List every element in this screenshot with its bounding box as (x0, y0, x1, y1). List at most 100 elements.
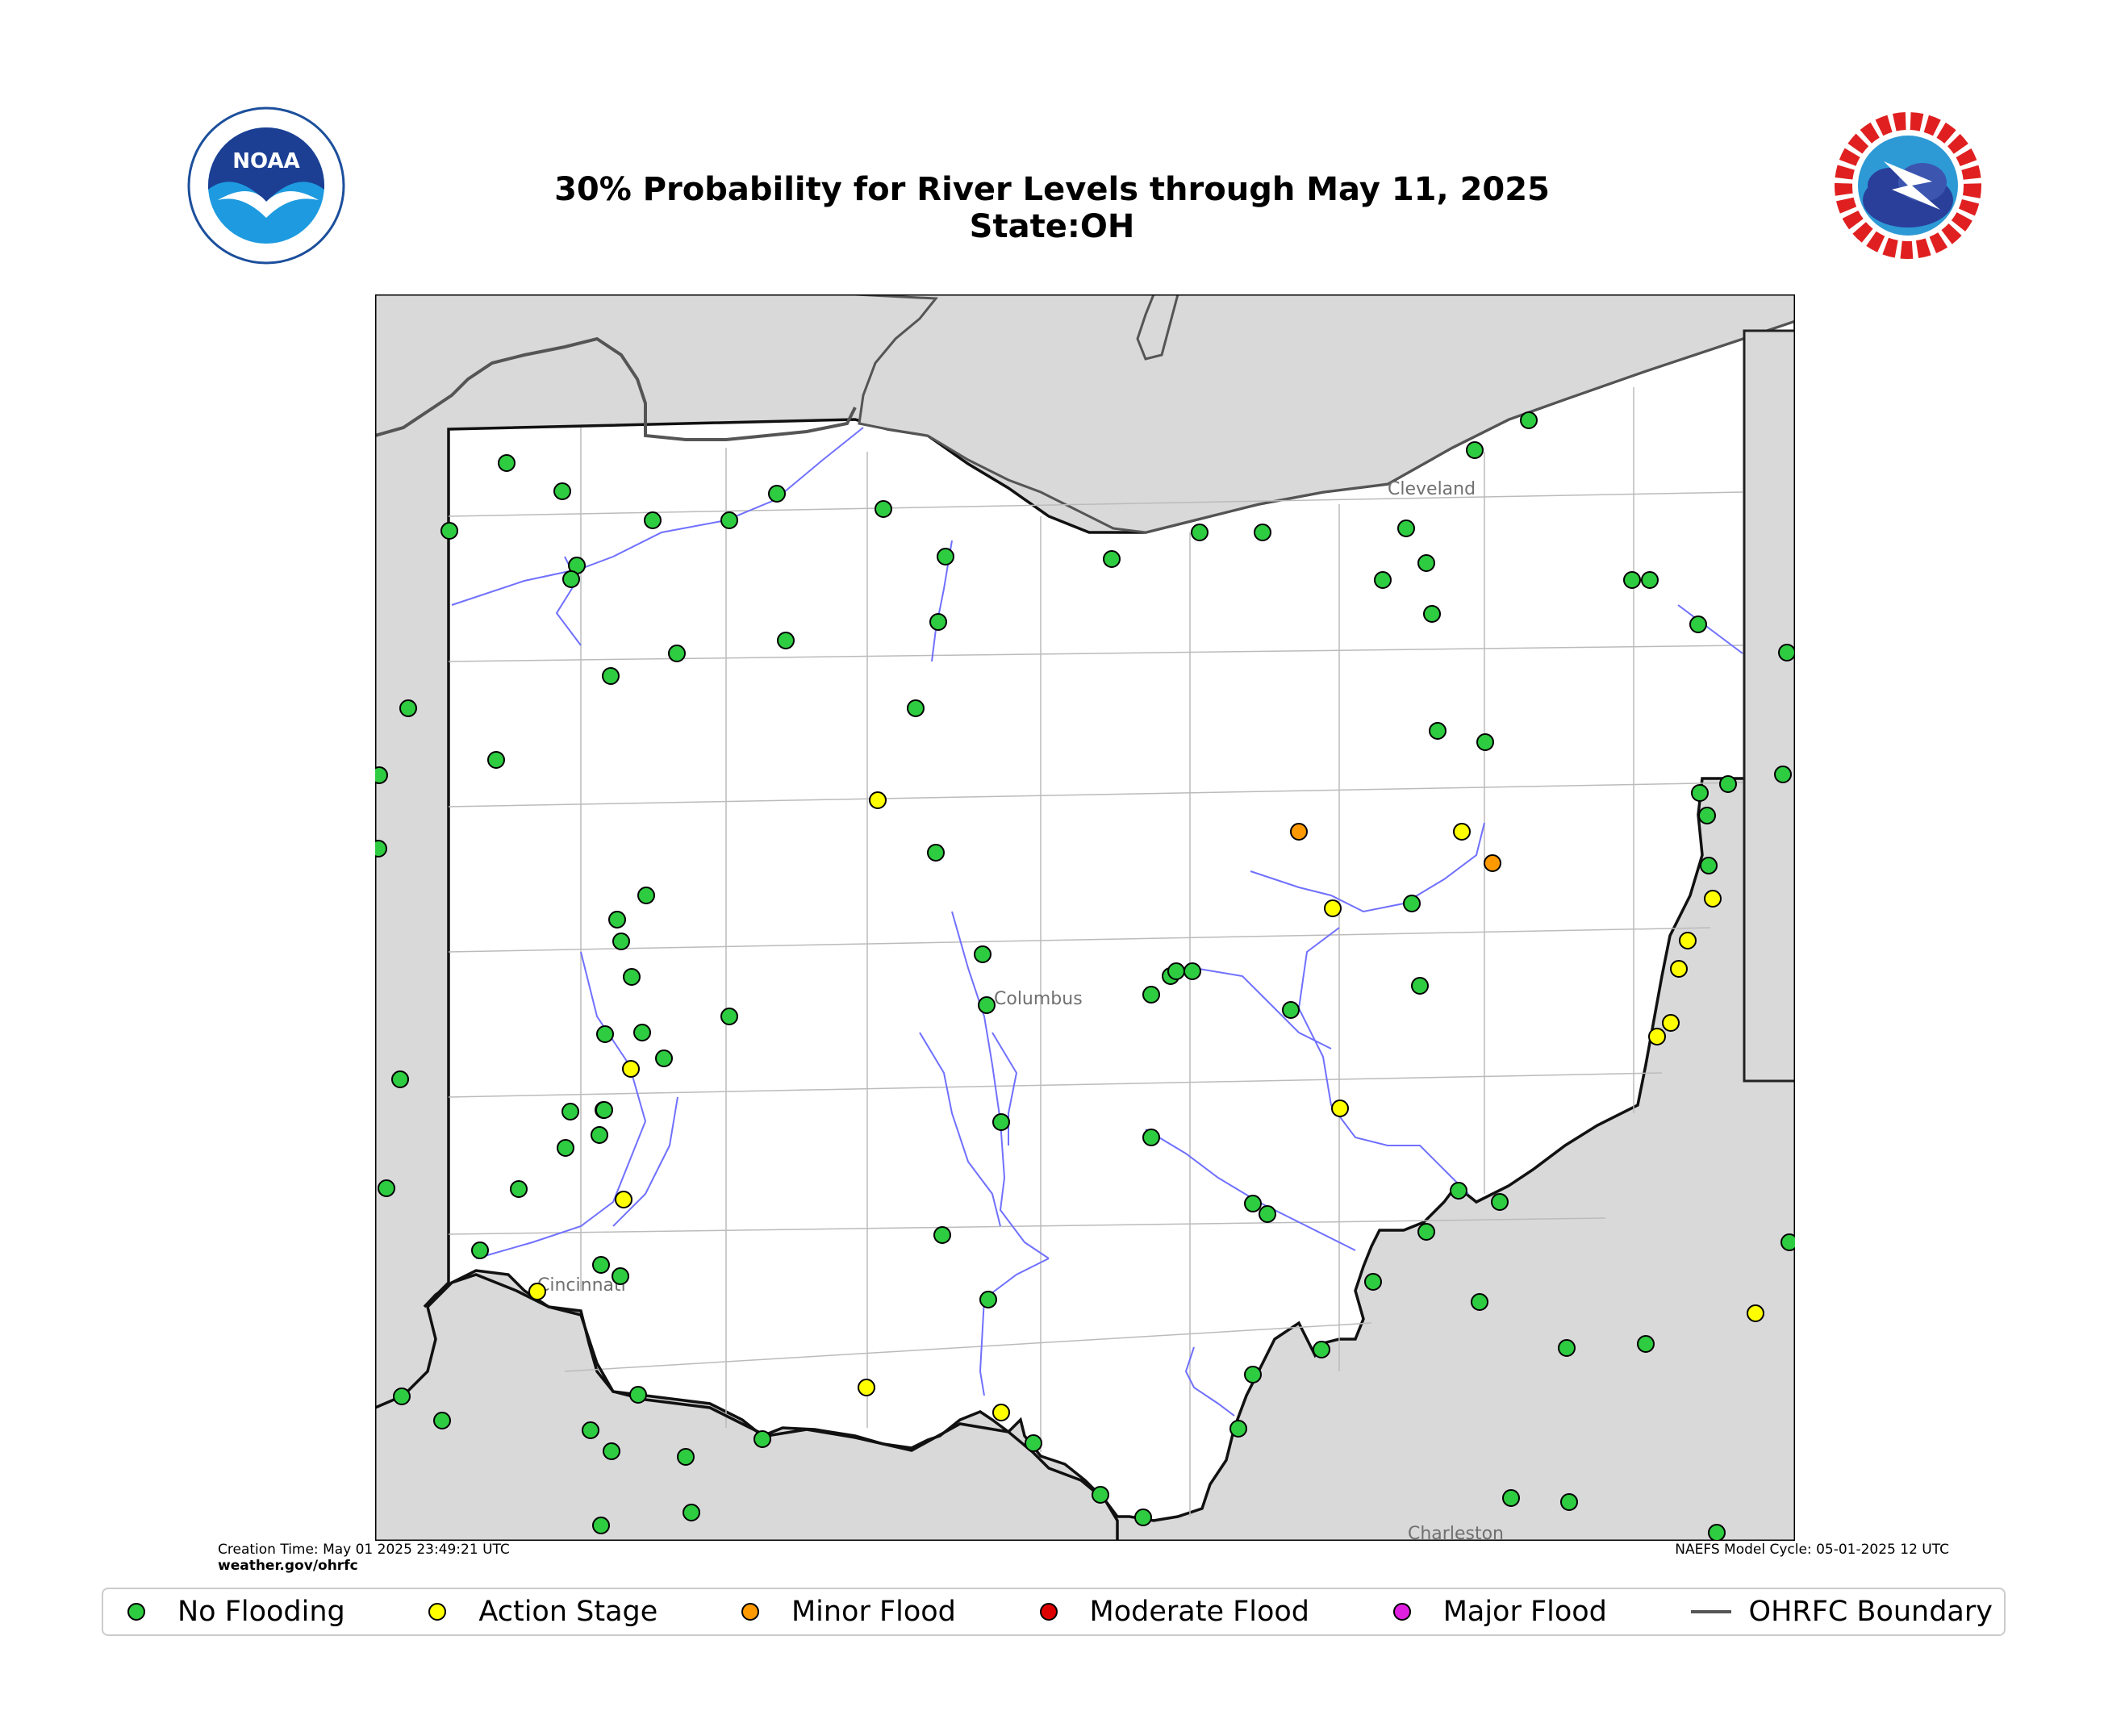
gauge-marker-no-flooding[interactable] (754, 1430, 771, 1448)
gauge-marker-action-stage[interactable] (622, 1060, 640, 1078)
gauge-marker-no-flooding[interactable] (471, 1241, 489, 1259)
gauge-marker-action-stage[interactable] (1648, 1028, 1666, 1045)
gauge-marker-no-flooding[interactable] (592, 1256, 610, 1274)
gauge-marker-no-flooding[interactable] (1403, 895, 1421, 912)
gauge-marker-no-flooding[interactable] (1092, 1486, 1109, 1504)
gauge-marker-no-flooding[interactable] (1025, 1434, 1042, 1452)
gauge-marker-action-stage[interactable] (1747, 1304, 1764, 1322)
gauge-marker-no-flooding[interactable] (595, 1101, 613, 1119)
gauge-marker-no-flooding[interactable] (1397, 520, 1415, 537)
gauge-marker-no-flooding[interactable] (683, 1504, 700, 1521)
gauge-marker-no-flooding[interactable] (592, 1517, 610, 1534)
gauge-marker-action-stage[interactable] (858, 1379, 875, 1396)
gauge-marker-no-flooding[interactable] (582, 1421, 599, 1439)
gauge-marker-no-flooding[interactable] (979, 1291, 997, 1308)
gauge-marker-no-flooding[interactable] (1103, 550, 1121, 568)
gauge-marker-no-flooding[interactable] (433, 1412, 451, 1429)
gauge-marker-no-flooding[interactable] (1229, 1420, 1247, 1438)
gauge-marker-no-flooding[interactable] (777, 632, 795, 649)
gauge-marker-no-flooding[interactable] (668, 645, 686, 662)
gauge-marker-no-flooding[interactable] (1691, 784, 1709, 802)
gauge-marker-no-flooding[interactable] (371, 766, 388, 784)
gauge-marker-no-flooding[interactable] (1244, 1195, 1262, 1212)
gauge-marker-no-flooding[interactable] (1471, 1293, 1488, 1311)
gauge-marker-action-stage[interactable] (1679, 932, 1697, 949)
gauge-marker-no-flooding[interactable] (393, 1388, 411, 1405)
gauge-marker-no-flooding[interactable] (927, 844, 945, 862)
gauge-marker-no-flooding[interactable] (1364, 1273, 1382, 1291)
gauge-marker-no-flooding[interactable] (907, 699, 925, 717)
gauge-marker-no-flooding[interactable] (677, 1448, 695, 1466)
gauge-marker-no-flooding[interactable] (937, 548, 954, 565)
gauge-marker-no-flooding[interactable] (1142, 986, 1160, 1004)
gauge-marker-no-flooding[interactable] (1476, 733, 1494, 751)
gauge-marker-no-flooding[interactable] (562, 570, 580, 588)
gauge-marker-no-flooding[interactable] (1244, 1366, 1262, 1383)
gauge-marker-no-flooding[interactable] (929, 613, 947, 631)
gauge-marker-no-flooding[interactable] (1167, 962, 1185, 980)
gauge-marker-no-flooding[interactable] (1313, 1341, 1330, 1358)
gauge-marker-no-flooding[interactable] (1520, 411, 1538, 429)
gauge-marker-no-flooding[interactable] (596, 1025, 614, 1043)
gauge-marker-action-stage[interactable] (1331, 1100, 1349, 1117)
gauge-marker-no-flooding[interactable] (1411, 977, 1429, 995)
gauge-marker-no-flooding[interactable] (487, 751, 505, 769)
gauge-marker-no-flooding[interactable] (1423, 605, 1441, 623)
gauge-marker-no-flooding[interactable] (440, 522, 458, 540)
gauge-marker-no-flooding[interactable] (629, 1386, 647, 1404)
gauge-marker-no-flooding[interactable] (602, 667, 620, 685)
gauge-marker-no-flooding[interactable] (637, 887, 655, 904)
gauge-marker-no-flooding[interactable] (1282, 1001, 1300, 1019)
gauge-marker-no-flooding[interactable] (1641, 571, 1659, 589)
gauge-marker-no-flooding[interactable] (974, 945, 991, 963)
gauge-marker-no-flooding[interactable] (978, 996, 996, 1014)
gauge-marker-no-flooding[interactable] (553, 482, 571, 500)
gauge-marker-no-flooding[interactable] (378, 1179, 395, 1197)
gauge-marker-no-flooding[interactable] (1254, 524, 1271, 541)
gauge-marker-no-flooding[interactable] (1417, 1223, 1435, 1241)
gauge-marker-action-stage[interactable] (869, 791, 887, 809)
gauge-marker-no-flooding[interactable] (623, 968, 641, 986)
gauge-marker-no-flooding[interactable] (561, 1103, 579, 1120)
gauge-marker-no-flooding[interactable] (1637, 1335, 1655, 1353)
gauge-marker-no-flooding[interactable] (1191, 524, 1209, 541)
gauge-marker-no-flooding[interactable] (933, 1226, 951, 1244)
gauge-marker-minor-flood[interactable] (1484, 854, 1501, 872)
gauge-marker-action-stage[interactable] (1453, 823, 1471, 841)
gauge-marker-action-stage[interactable] (615, 1191, 632, 1208)
gauge-marker-no-flooding[interactable] (1689, 616, 1707, 633)
gauge-marker-no-flooding[interactable] (1698, 807, 1716, 824)
gauge-marker-no-flooding[interactable] (1142, 1129, 1160, 1146)
gauge-marker-no-flooding[interactable] (603, 1442, 620, 1460)
gauge-marker-no-flooding[interactable] (1374, 571, 1392, 589)
gauge-marker-no-flooding[interactable] (1502, 1489, 1520, 1507)
gauge-marker-no-flooding[interactable] (720, 511, 738, 529)
gauge-marker-no-flooding[interactable] (1719, 775, 1737, 793)
gauge-marker-no-flooding[interactable] (1623, 571, 1641, 589)
gauge-marker-no-flooding[interactable] (655, 1050, 673, 1067)
gauge-marker-action-stage[interactable] (528, 1283, 546, 1300)
gauge-marker-no-flooding[interactable] (992, 1113, 1010, 1131)
gauge-marker-no-flooding[interactable] (612, 933, 630, 950)
gauge-marker-no-flooding[interactable] (399, 699, 417, 717)
gauge-marker-no-flooding[interactable] (1780, 1233, 1797, 1251)
gauge-marker-no-flooding[interactable] (1558, 1339, 1576, 1357)
gauge-marker-minor-flood[interactable] (1290, 823, 1308, 841)
gauge-marker-no-flooding[interactable] (1700, 857, 1718, 874)
gauge-marker-no-flooding[interactable] (510, 1180, 528, 1198)
gauge-marker-no-flooding[interactable] (1560, 1493, 1578, 1511)
gauge-marker-no-flooding[interactable] (1417, 554, 1435, 572)
gauge-marker-action-stage[interactable] (1662, 1014, 1680, 1032)
gauge-marker-no-flooding[interactable] (1259, 1205, 1276, 1223)
gauge-marker-no-flooding[interactable] (612, 1267, 629, 1285)
gauge-marker-no-flooding[interactable] (1134, 1509, 1152, 1526)
gauge-marker-no-flooding[interactable] (498, 454, 516, 472)
website-link[interactable]: weather.gov/ohrfc (218, 1558, 358, 1574)
gauge-marker-no-flooding[interactable] (1708, 1524, 1726, 1541)
gauge-marker-action-stage[interactable] (1324, 899, 1342, 917)
gauge-marker-no-flooding[interactable] (633, 1024, 651, 1041)
gauge-marker-no-flooding[interactable] (1774, 766, 1792, 783)
gauge-marker-no-flooding[interactable] (720, 1008, 738, 1025)
gauge-marker-action-stage[interactable] (1670, 960, 1688, 978)
gauge-marker-no-flooding[interactable] (644, 511, 662, 529)
